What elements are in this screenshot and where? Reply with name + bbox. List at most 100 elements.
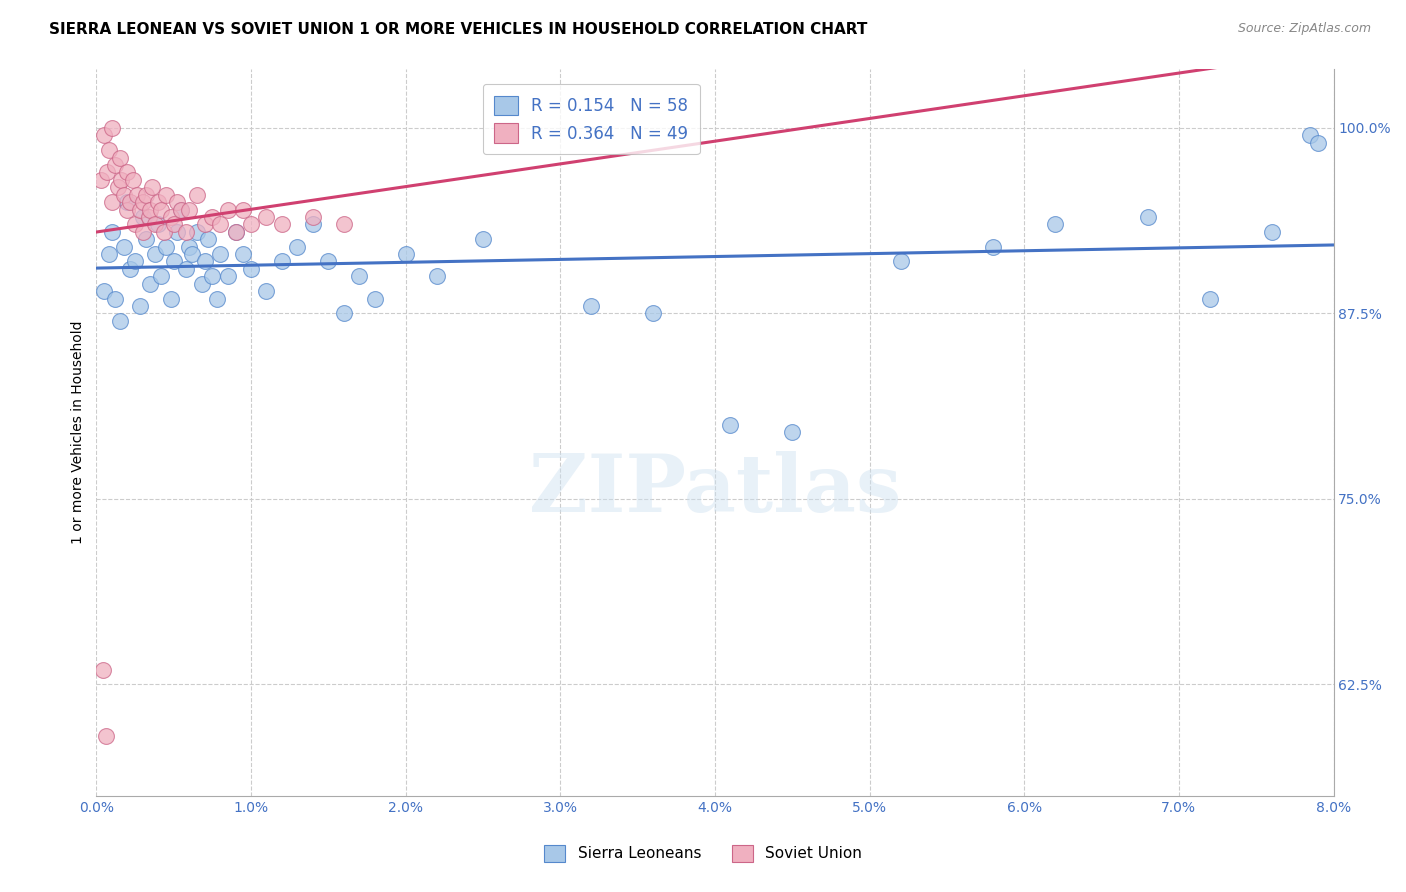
Point: [132, 225, 155, 239]
Point: [108, 314, 131, 328]
Y-axis label: 1 or more Vehicles in Household: 1 or more Vehicles in Household: [72, 320, 86, 544]
Text: Source: ZipAtlas.com: Source: ZipAtlas.com: [1237, 22, 1371, 36]
Point: [138, 210, 160, 224]
Legend: Sierra Leoneans, Soviet Union: Sierra Leoneans, Soviet Union: [538, 838, 868, 868]
Point: [139, 202, 162, 217]
Point: [186, 225, 208, 239]
Point: [889, 254, 911, 268]
Point: [302, 210, 325, 224]
Point: [333, 218, 356, 232]
Point: [97, 247, 120, 261]
Point: [364, 292, 387, 306]
Point: [1136, 210, 1159, 224]
Point: [579, 299, 602, 313]
Point: [174, 261, 197, 276]
Point: [91, 663, 114, 677]
Point: [159, 292, 181, 306]
Point: [132, 210, 155, 224]
Point: [125, 187, 148, 202]
Point: [240, 261, 263, 276]
Point: [287, 239, 309, 253]
Point: [141, 180, 163, 194]
Point: [240, 218, 263, 232]
Point: [135, 187, 157, 202]
Point: [1043, 218, 1066, 232]
Point: [163, 218, 186, 232]
Point: [225, 225, 247, 239]
Point: [93, 284, 115, 298]
Point: [1306, 136, 1329, 150]
Point: [112, 239, 135, 253]
Point: [641, 306, 664, 320]
Point: [1260, 225, 1282, 239]
Point: [333, 306, 356, 320]
Point: [101, 120, 124, 135]
Point: [122, 173, 145, 187]
Point: [107, 180, 129, 194]
Point: [153, 225, 176, 239]
Point: [128, 202, 150, 217]
Point: [124, 218, 146, 232]
Point: [217, 202, 239, 217]
Point: [395, 247, 418, 261]
Point: [225, 225, 247, 239]
Point: [128, 299, 150, 313]
Point: [190, 277, 212, 291]
Point: [148, 195, 170, 210]
Point: [170, 202, 193, 217]
Point: [155, 187, 177, 202]
Point: [124, 254, 146, 268]
Point: [104, 158, 127, 172]
Point: [1299, 128, 1322, 143]
Point: [209, 218, 232, 232]
Point: [256, 284, 278, 298]
Point: [232, 247, 254, 261]
Point: [302, 218, 325, 232]
Point: [205, 292, 228, 306]
Point: [426, 269, 449, 284]
Point: [271, 254, 294, 268]
Point: [201, 269, 224, 284]
Point: [104, 292, 127, 306]
Point: [112, 187, 135, 202]
Point: [256, 210, 278, 224]
Point: [179, 239, 201, 253]
Point: [1198, 292, 1220, 306]
Point: [97, 143, 120, 157]
Point: [155, 239, 177, 253]
Point: [194, 254, 217, 268]
Point: [93, 128, 115, 143]
Point: [117, 195, 139, 210]
Point: [718, 417, 741, 432]
Point: [94, 729, 117, 743]
Point: [139, 277, 162, 291]
Text: SIERRA LEONEAN VS SOVIET UNION 1 OR MORE VEHICLES IN HOUSEHOLD CORRELATION CHART: SIERRA LEONEAN VS SOVIET UNION 1 OR MORE…: [49, 22, 868, 37]
Point: [179, 202, 201, 217]
Point: [201, 210, 224, 224]
Legend: R = 0.154   N = 58, R = 0.364   N = 49: R = 0.154 N = 58, R = 0.364 N = 49: [482, 84, 700, 154]
Point: [197, 232, 219, 246]
Point: [472, 232, 495, 246]
Point: [148, 218, 170, 232]
Point: [108, 151, 131, 165]
Point: [271, 218, 294, 232]
Point: [101, 195, 124, 210]
Point: [194, 218, 217, 232]
Point: [143, 218, 166, 232]
Point: [96, 165, 118, 179]
Text: ZIPatlas: ZIPatlas: [529, 451, 901, 529]
Point: [217, 269, 239, 284]
Point: [166, 225, 188, 239]
Point: [150, 269, 173, 284]
Point: [150, 202, 173, 217]
Point: [209, 247, 232, 261]
Point: [159, 210, 181, 224]
Point: [117, 165, 139, 179]
Point: [174, 225, 197, 239]
Point: [232, 202, 254, 217]
Point: [120, 195, 142, 210]
Point: [318, 254, 340, 268]
Point: [110, 173, 132, 187]
Point: [166, 195, 188, 210]
Point: [132, 195, 155, 210]
